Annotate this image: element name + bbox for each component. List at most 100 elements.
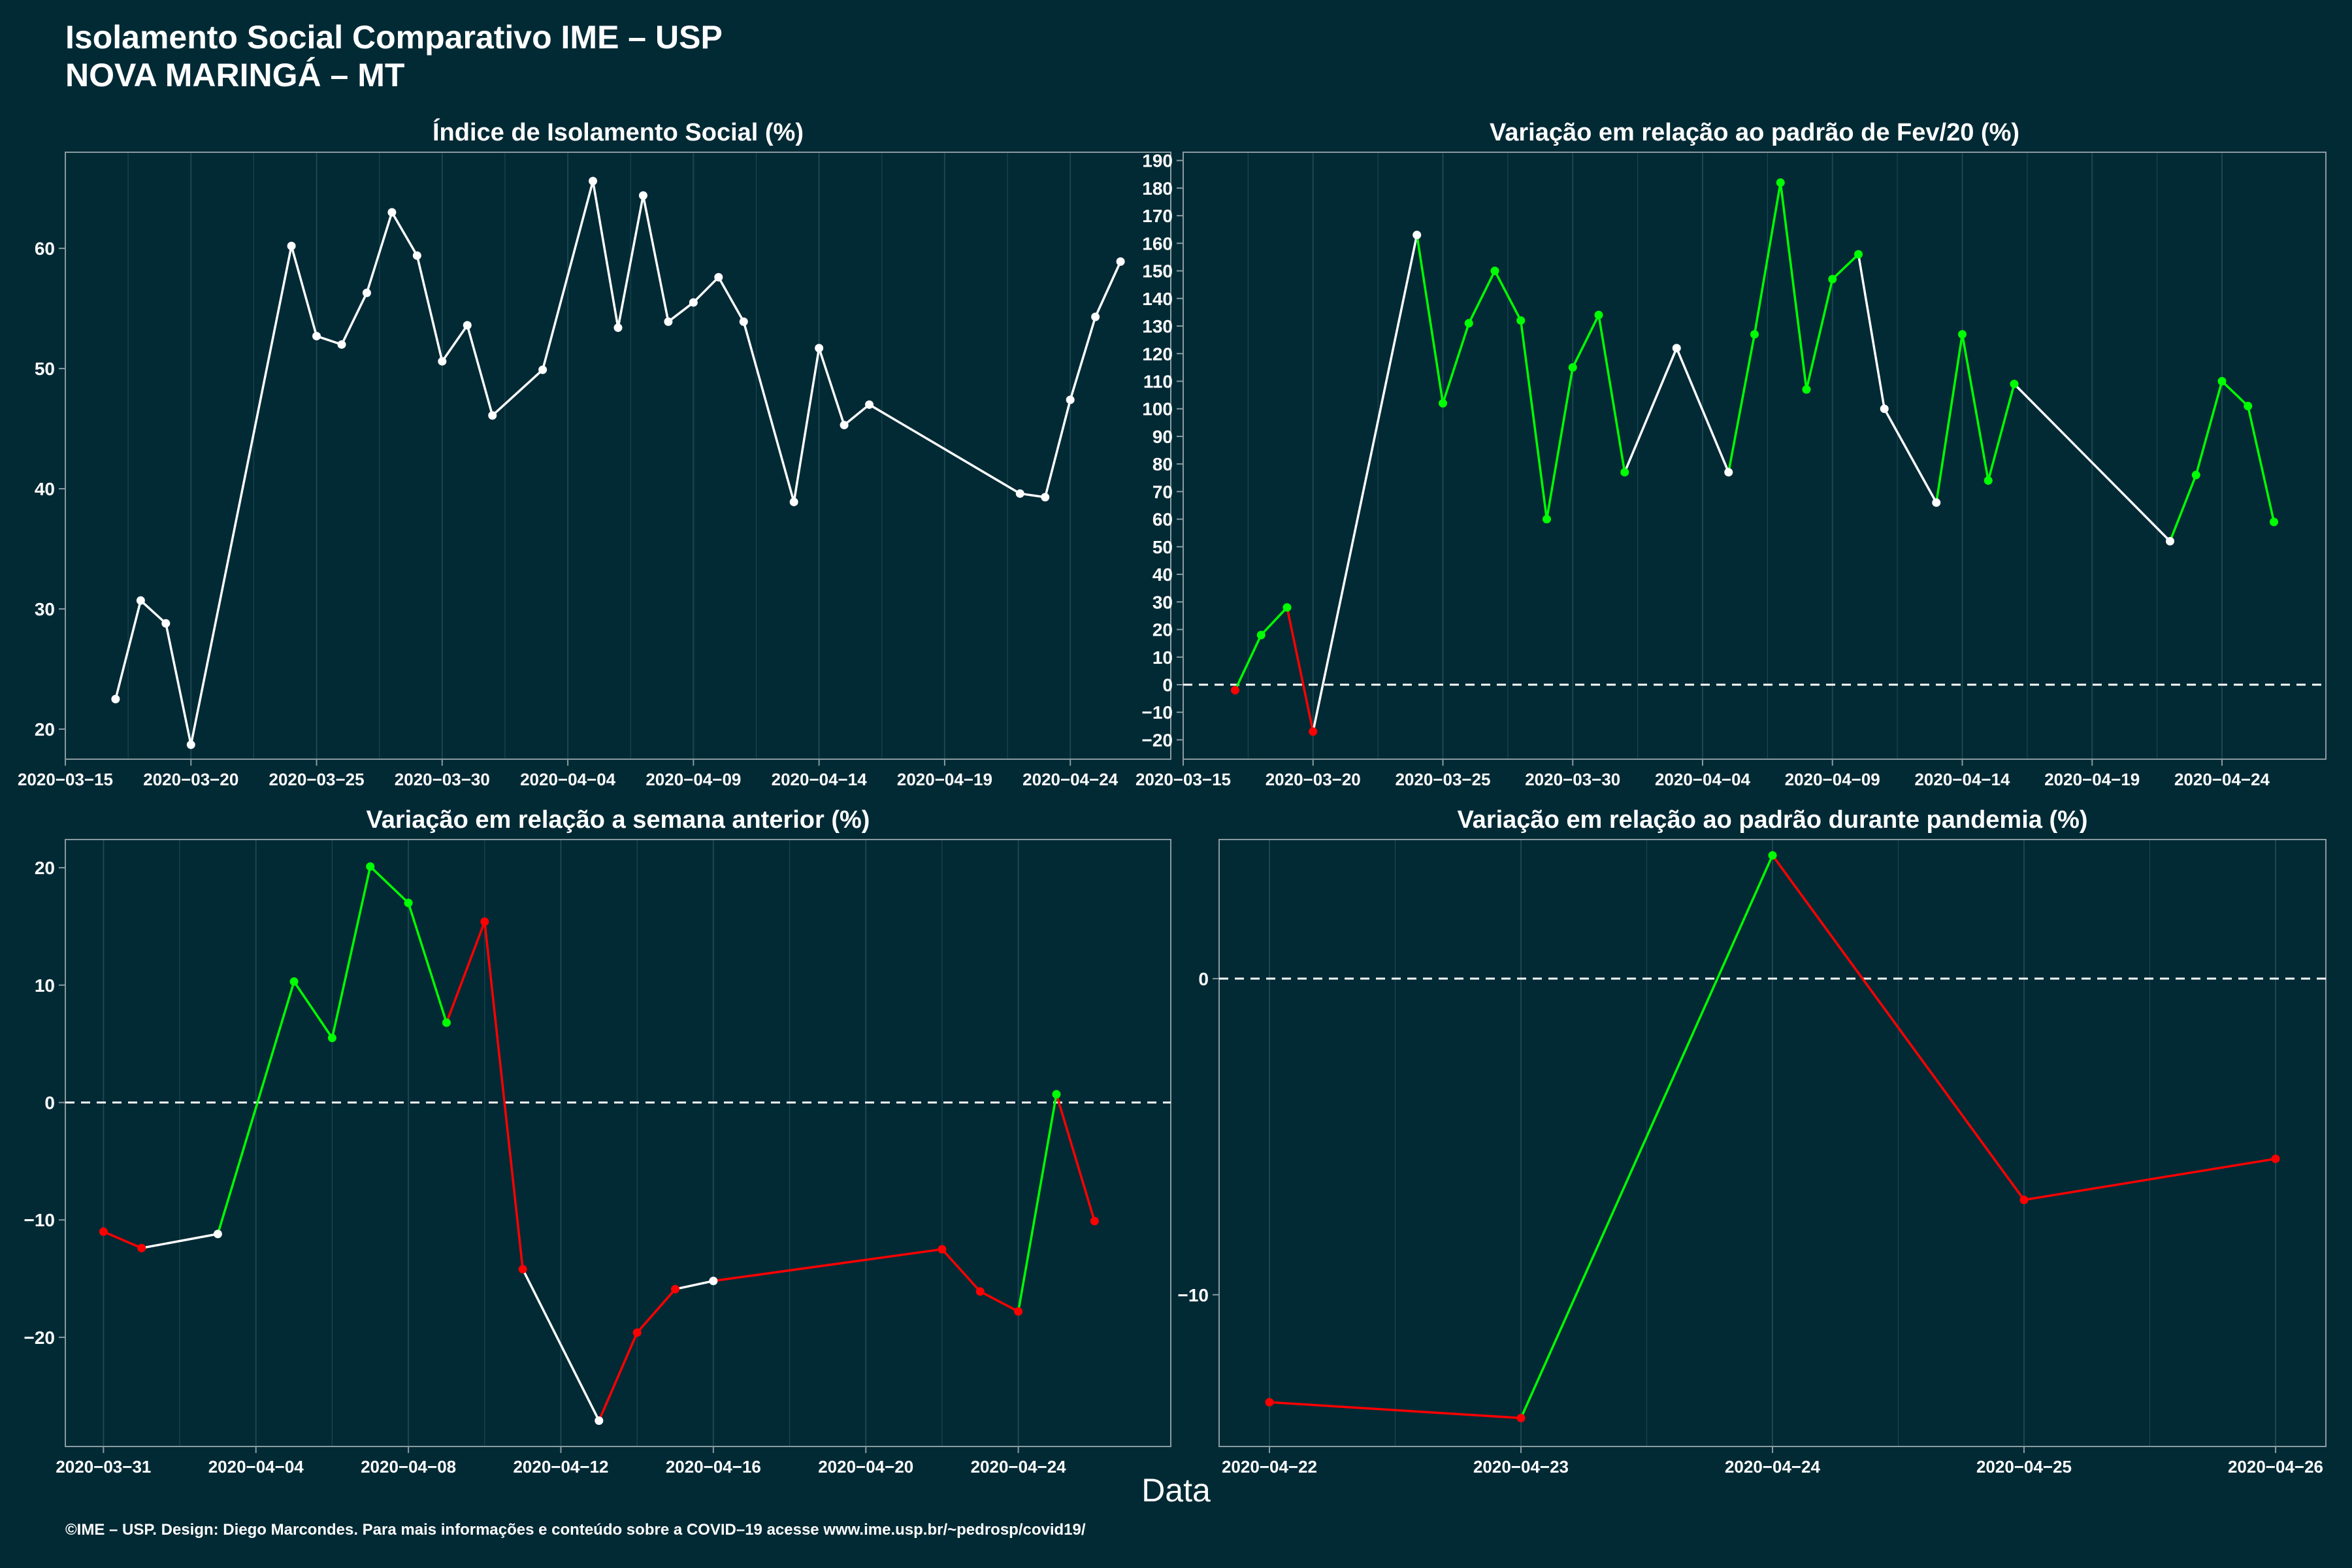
data-point bbox=[709, 1277, 718, 1286]
series-segment bbox=[1044, 399, 1071, 498]
series-segment bbox=[617, 195, 645, 328]
series-segment bbox=[1286, 607, 1315, 732]
series-segment bbox=[1805, 278, 1834, 390]
series-segment bbox=[1017, 1094, 1058, 1312]
series-segment bbox=[591, 180, 619, 328]
series-segment bbox=[365, 212, 393, 293]
panel-title: Índice de Isolamento Social (%) bbox=[433, 118, 804, 146]
data-point bbox=[975, 1287, 985, 1296]
data-point bbox=[404, 898, 413, 907]
x-tick-label: 2020−03−30 bbox=[1525, 770, 1620, 789]
x-tick-label: 2020−03−25 bbox=[269, 770, 365, 789]
series-segment bbox=[1675, 348, 1730, 473]
series-segment bbox=[941, 1248, 981, 1292]
series-segment bbox=[1069, 316, 1097, 400]
footer-credits: ©IME – USP. Design: Diego Marcondes. Par… bbox=[65, 1521, 1086, 1539]
y-tick-label: 10 bbox=[1152, 647, 1173, 668]
data-point bbox=[1776, 178, 1785, 187]
data-point bbox=[1620, 468, 1629, 477]
series-segment bbox=[140, 599, 167, 625]
data-point bbox=[2217, 376, 2227, 385]
series-segment bbox=[1571, 314, 1600, 368]
data-point bbox=[2271, 1154, 2280, 1164]
y-tick-label: −10 bbox=[1142, 702, 1173, 723]
data-point bbox=[1516, 1413, 1526, 1422]
y-tick-label: −20 bbox=[24, 1328, 56, 1348]
y-tick-label: −10 bbox=[1178, 1285, 1209, 1305]
series-segment bbox=[2195, 381, 2223, 476]
x-tick-label: 2020−04−24 bbox=[1725, 1457, 1821, 1477]
data-point bbox=[1256, 630, 1266, 640]
x-tick-label: 2020−04−14 bbox=[1914, 770, 2010, 789]
y-tick-label: 80 bbox=[1152, 454, 1173, 474]
data-point bbox=[137, 1243, 146, 1252]
series-segment bbox=[189, 246, 293, 745]
series-segment bbox=[1260, 606, 1288, 636]
x-tick-label: 2020−04−24 bbox=[1022, 770, 1119, 789]
series-segment bbox=[1935, 334, 1964, 503]
y-tick-label: 90 bbox=[1152, 427, 1173, 447]
data-point bbox=[938, 1245, 947, 1254]
series-segment bbox=[216, 981, 295, 1235]
main-title: Isolamento Social Comparativo IME – USP bbox=[65, 19, 723, 56]
location-subtitle: NOVA MARINGÁ – MT bbox=[65, 57, 405, 93]
data-point bbox=[1854, 250, 1863, 259]
data-point bbox=[463, 321, 472, 330]
y-tick-label: 170 bbox=[1142, 206, 1173, 226]
data-point bbox=[1439, 399, 1447, 408]
series-segment bbox=[792, 348, 821, 502]
data-point bbox=[1932, 498, 1941, 507]
data-point bbox=[739, 317, 748, 326]
data-point bbox=[1309, 727, 1318, 736]
x-tick-label: 2020−03−20 bbox=[143, 770, 238, 789]
data-point bbox=[815, 344, 824, 353]
series-segment bbox=[1771, 855, 2025, 1201]
data-point bbox=[664, 317, 673, 326]
x-tick-label: 2020−04−25 bbox=[1976, 1457, 2072, 1477]
series-segment bbox=[114, 600, 142, 700]
y-tick-label: 50 bbox=[1152, 537, 1173, 557]
panel-title: Variação em relação ao padrão durante pa… bbox=[1457, 806, 2087, 834]
series-segment bbox=[1987, 384, 2016, 481]
data-point bbox=[1413, 231, 1422, 240]
x-tick-label: 2020−04−19 bbox=[2044, 770, 2140, 789]
y-tick-label: 70 bbox=[1152, 482, 1173, 502]
series-segment bbox=[293, 981, 333, 1039]
y-tick-label: 0 bbox=[44, 1093, 55, 1113]
data-point bbox=[632, 1328, 642, 1337]
data-point bbox=[1231, 685, 1239, 694]
series-segment bbox=[103, 1230, 142, 1249]
x-tick-label: 2020−04−23 bbox=[1473, 1457, 1569, 1477]
series-segment bbox=[141, 1233, 218, 1250]
x-tick-label: 2020−03−15 bbox=[1135, 770, 1231, 789]
series-segment bbox=[331, 866, 372, 1039]
y-tick-label: 150 bbox=[1142, 261, 1173, 282]
series-segment bbox=[1545, 367, 1574, 519]
data-point bbox=[1014, 1307, 1023, 1316]
data-point bbox=[2166, 536, 2174, 546]
y-tick-label: 20 bbox=[35, 719, 55, 740]
series-segment bbox=[1520, 855, 1774, 1419]
data-point bbox=[1015, 489, 1024, 498]
series-segment bbox=[416, 255, 444, 362]
data-point bbox=[840, 421, 849, 430]
series-segment bbox=[1055, 1094, 1096, 1222]
series-segment bbox=[1269, 1401, 1522, 1420]
series-segment bbox=[1441, 323, 1470, 404]
series-segment bbox=[2013, 383, 2171, 542]
series-segment bbox=[693, 276, 720, 304]
y-tick-label: 180 bbox=[1142, 178, 1173, 199]
y-tick-label: −20 bbox=[1142, 730, 1173, 750]
y-tick-label: 20 bbox=[1152, 620, 1173, 640]
data-point bbox=[442, 1018, 451, 1027]
y-tick-label: 40 bbox=[35, 479, 55, 499]
series-segment bbox=[1494, 270, 1522, 321]
x-tick-label: 2020−03−25 bbox=[1395, 770, 1490, 789]
series-segment bbox=[391, 212, 418, 257]
x-tick-label: 2020−04−24 bbox=[971, 1457, 1067, 1477]
series-segment bbox=[165, 623, 192, 745]
title-block: Isolamento Social Comparativo IME – USP … bbox=[65, 18, 723, 94]
data-point bbox=[1543, 515, 1551, 524]
data-point bbox=[1672, 344, 1681, 353]
data-point bbox=[362, 288, 371, 297]
